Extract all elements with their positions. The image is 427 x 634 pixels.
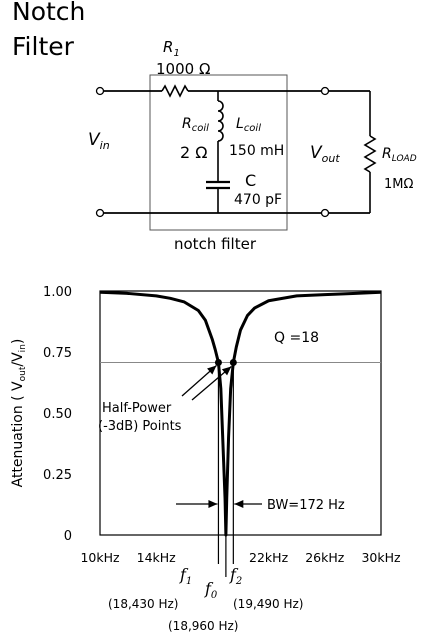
y-tick-label: 0.50 <box>43 407 72 422</box>
half-power-label-line1: Half-Power <box>102 401 172 416</box>
circuit-diagram <box>95 74 377 231</box>
r1-label: R1 <box>163 38 180 59</box>
r1-resistor <box>161 84 189 98</box>
f0-label: f0 <box>204 579 218 601</box>
rcoil-label: Rcoil <box>182 116 209 134</box>
attenuation-chart: 1.00 0.75 0.50 0.25 0 10kHz 14kHz 22kHz 26kHz 30… <box>43 285 401 577</box>
rload-label: RLOAD <box>382 146 417 164</box>
capacitor-label: C <box>245 171 256 190</box>
half-power-label-line2: (-3dB) Points <box>98 419 182 434</box>
half-power-arrow-left-head <box>207 365 217 375</box>
vin-label: Vin <box>88 130 110 152</box>
annotation-group <box>176 358 262 577</box>
y-tick-label: 0.25 <box>43 468 72 483</box>
capacitor-value: 470 pF <box>234 192 282 208</box>
r1-value: 1000 Ω <box>156 60 210 78</box>
lcoil-label: Lcoil <box>236 116 261 134</box>
notch-filter-caption: notch filter <box>174 235 257 253</box>
f0-value: (18,960 Hz) <box>168 619 239 633</box>
bw-arrow-right-head <box>234 500 244 508</box>
q-label: Q =18 <box>274 330 319 346</box>
x-tick-labels: 10kHz 14kHz 22kHz 26kHz 30kHz <box>80 550 401 565</box>
vin-terminal-bottom <box>95 208 105 218</box>
vout-terminal-top <box>320 86 330 96</box>
rload-value: 1MΩ <box>384 177 413 192</box>
f2-label: f2 <box>229 565 242 587</box>
plot-area-frame <box>99 290 382 536</box>
title-line-1: Notch <box>12 0 85 26</box>
x-tick-label: 26kHz <box>305 550 345 565</box>
title-line-2: Filter <box>12 32 75 61</box>
x-tick-label: 10kHz <box>80 550 120 565</box>
half-power-arrow-right-head <box>221 366 232 376</box>
f1-label: f1 <box>179 565 192 587</box>
x-tick-label: 14kHz <box>137 550 177 565</box>
y-tick-labels: 1.00 0.75 0.50 0.25 0 <box>43 285 72 544</box>
f2-value: (19,490 Hz) <box>233 597 304 611</box>
notch-filter-box <box>149 74 288 231</box>
vout-label: Vout <box>310 143 340 165</box>
vout-terminal-bottom <box>320 208 330 218</box>
inductor-coil <box>217 100 224 142</box>
f1-value: (18,430 Hz) <box>108 597 179 611</box>
bw-arrow-left-head <box>208 500 218 508</box>
y-tick-label: 1.00 <box>43 285 72 300</box>
y-tick-label: 0 <box>64 529 72 544</box>
y-axis-label: Attenuation ( Vout/Vin) <box>10 339 28 488</box>
bw-label: BW=172 Hz <box>267 498 345 513</box>
rcoil-value: 2 Ω <box>180 143 208 162</box>
x-tick-label: 30kHz <box>361 550 401 565</box>
lcoil-value: 150 mH <box>229 143 284 159</box>
vin-terminal-top <box>95 86 105 96</box>
x-tick-label: 22kHz <box>249 550 289 565</box>
y-tick-label: 0.75 <box>43 346 72 361</box>
rload-resistor <box>363 135 377 173</box>
